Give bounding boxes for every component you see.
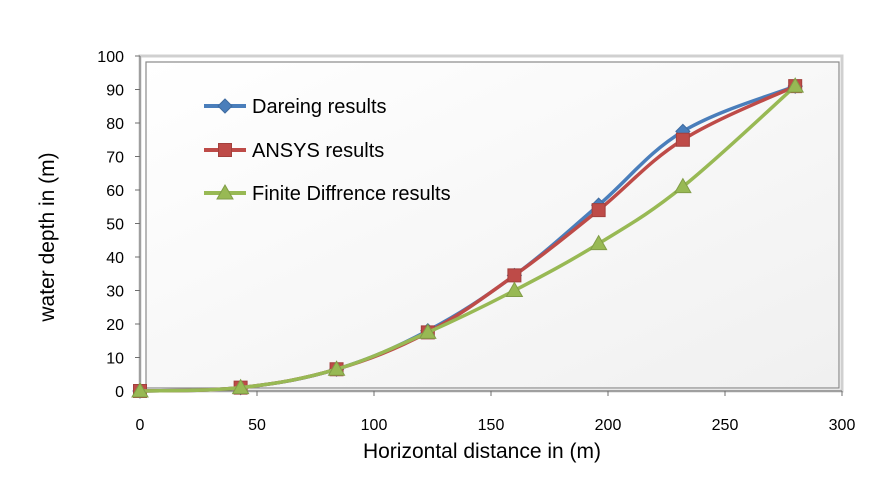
- legend-label-ansys: ANSYS results: [252, 140, 384, 162]
- x-tick-label: 200: [595, 417, 622, 434]
- x-tick-label: 150: [478, 417, 505, 434]
- y-tick-label: 30: [106, 284, 124, 301]
- series-2: [131, 77, 805, 398]
- x-tick-label: 250: [712, 417, 739, 434]
- y-tick-label: 70: [106, 150, 124, 167]
- y-tick-label: 40: [106, 250, 124, 267]
- legend-marker-ansys: [218, 143, 232, 157]
- legend-item-dareing: Dareing results: [204, 96, 387, 118]
- data-point: [505, 281, 524, 297]
- legend-label-finite-difference: Finite Diffrence results: [252, 183, 451, 205]
- x-axis-title: Horizontal distance in (m): [363, 440, 601, 463]
- data-point: [591, 203, 606, 218]
- y-tick-label: 100: [97, 49, 124, 66]
- data-point: [131, 381, 149, 398]
- y-tick-label: 0: [115, 384, 124, 401]
- series-group: [131, 77, 805, 399]
- legend-item-ansys: ANSYS results: [204, 140, 384, 162]
- y-axis-title: water depth in (m): [36, 152, 59, 322]
- x-tick-label: 0: [136, 417, 145, 434]
- y-tick-label: 60: [106, 183, 124, 200]
- data-point: [327, 360, 346, 376]
- x-tick-label: 100: [361, 417, 388, 434]
- y-tick-label: 80: [106, 116, 124, 133]
- data-point: [674, 177, 692, 194]
- legend-marker-finite-difference: [216, 183, 234, 200]
- y-tick-label: 90: [106, 83, 124, 100]
- legend: Dareing results ANSYS results Finite Dif…: [204, 96, 451, 205]
- data-point: [786, 77, 805, 93]
- data-point: [507, 268, 522, 283]
- data-point: [231, 378, 250, 395]
- y-tick-label: 50: [106, 217, 124, 234]
- legend-label-dareing: Dareing results: [252, 96, 387, 118]
- data-point: [675, 132, 690, 147]
- data-point: [418, 323, 437, 339]
- axis-ticks: 0 10 20 30 40 50 60 70 80 90 100 0 50 100 150 200 250 300: [97, 49, 855, 434]
- legend-marker-dareing: [217, 98, 233, 114]
- data-point: [589, 234, 608, 251]
- legend-item-finite-difference: Finite Diffrence results: [204, 183, 451, 205]
- x-tick-label: 50: [248, 417, 266, 434]
- y-tick-label: 20: [106, 317, 124, 334]
- y-tick-label: 10: [106, 351, 124, 368]
- x-tick-label: 300: [829, 417, 856, 434]
